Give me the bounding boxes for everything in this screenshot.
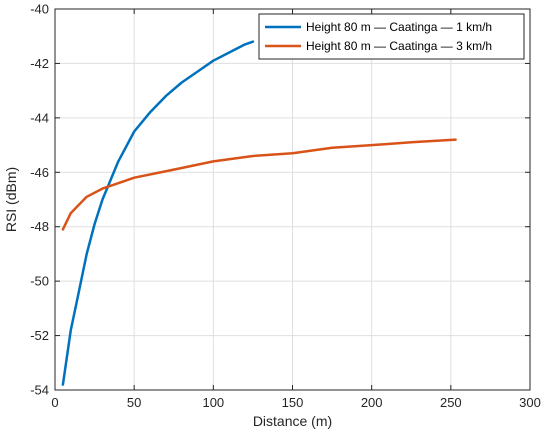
- x-tick-label: 300: [519, 395, 541, 410]
- y-tick-label: -46: [30, 165, 49, 180]
- y-tick-label: -44: [30, 110, 49, 125]
- x-tick-label: 0: [51, 395, 58, 410]
- series-layer: [61, 40, 457, 386]
- y-tick-label: -50: [30, 274, 49, 289]
- legend-box: [258, 13, 525, 60]
- y-tick-label: -40: [30, 2, 49, 17]
- y-axis-label: RSI (dBm): [3, 167, 19, 232]
- series-line-1: [61, 40, 255, 386]
- ticks: [54, 8, 531, 391]
- legend: Height 80 m — Caatinga — 1 km/h Height 8…: [258, 13, 525, 60]
- grid: [54, 8, 531, 391]
- x-tick-label: 100: [202, 395, 224, 410]
- x-tick-label: 150: [282, 395, 304, 410]
- y-tick-label: -52: [30, 328, 49, 343]
- x-tick-label: 50: [127, 395, 141, 410]
- x-tick-label: 200: [361, 395, 383, 410]
- y-tick-label: -42: [30, 56, 49, 71]
- y-tick-label: -54: [30, 383, 49, 398]
- x-tick-label: 250: [440, 395, 462, 410]
- legend-entry-series-2: Height 80 m — Caatinga — 3 km/h: [306, 39, 492, 53]
- x-axis-label: Distance (m): [253, 413, 332, 429]
- series-line-2: [61, 138, 457, 231]
- legend-entry-series-1: Height 80 m — Caatinga — 1 km/h: [306, 20, 492, 34]
- tick-labels: 0 50 100 150 200 250 300 -54 -52 -50 -48 -46 -44 -42 -…: [30, 2, 541, 411]
- y-tick-label: -48: [30, 219, 49, 234]
